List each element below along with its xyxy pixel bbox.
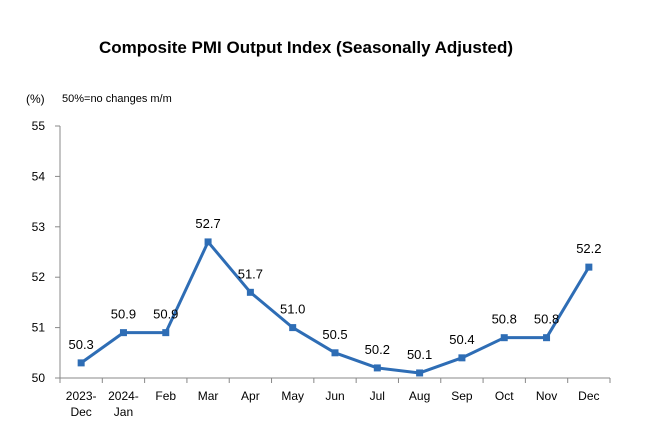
data-label: 50.8 xyxy=(534,312,559,327)
y-tick-label: 51 xyxy=(32,321,46,335)
data-point xyxy=(373,364,381,372)
y-tick-label: 55 xyxy=(32,119,46,133)
x-tick-label: Feb xyxy=(155,389,176,403)
x-tick-label: Dec xyxy=(578,389,599,403)
x-tick-label: Jan xyxy=(114,405,133,419)
x-tick-label: Mar xyxy=(198,389,219,403)
data-point xyxy=(585,263,593,271)
y-tick-label: 50 xyxy=(32,371,46,385)
data-point xyxy=(458,354,466,362)
data-label: 52.2 xyxy=(576,241,601,256)
x-tick-label: Jun xyxy=(325,389,344,403)
data-point xyxy=(246,288,254,296)
data-label: 50.1 xyxy=(407,347,432,362)
data-label: 50.4 xyxy=(449,332,474,347)
x-tick-label: Jul xyxy=(370,389,385,403)
data-label: 50.2 xyxy=(365,342,390,357)
data-point xyxy=(77,359,85,367)
x-tick-label: Nov xyxy=(536,389,557,403)
x-tick-label: May xyxy=(281,389,304,403)
data-label: 51.7 xyxy=(238,266,263,281)
x-tick-label: Oct xyxy=(495,389,514,403)
data-point xyxy=(119,329,127,337)
data-point xyxy=(543,334,551,342)
x-tick-label: Dec xyxy=(70,405,91,419)
data-point xyxy=(162,329,170,337)
data-label: 50.9 xyxy=(153,307,178,322)
x-tick-label: 2023- xyxy=(66,389,97,403)
x-tick-label: 2024- xyxy=(108,389,139,403)
y-tick-label: 52 xyxy=(32,270,46,284)
data-point xyxy=(500,334,508,342)
chart-title: Composite PMI Output Index (Seasonally A… xyxy=(98,38,514,57)
data-label: 50.3 xyxy=(68,337,93,352)
data-point xyxy=(289,324,297,332)
data-label: 50.8 xyxy=(492,312,517,327)
x-tick-label: Apr xyxy=(241,389,260,403)
y-tick-label: 54 xyxy=(32,169,46,183)
data-label: 51.0 xyxy=(280,302,305,317)
x-tick-label: Sep xyxy=(451,389,473,403)
x-tick-label: Aug xyxy=(409,389,430,403)
data-point xyxy=(204,238,212,246)
data-label: 50.9 xyxy=(111,307,136,322)
data-label: 52.7 xyxy=(195,216,220,231)
chart-note: 50%=no changes m/m xyxy=(62,93,172,105)
data-point xyxy=(416,369,424,377)
y-tick-label: 53 xyxy=(32,220,46,234)
data-label: 50.5 xyxy=(322,327,347,342)
data-point xyxy=(331,349,339,357)
y-axis-unit: (%) xyxy=(26,92,45,106)
